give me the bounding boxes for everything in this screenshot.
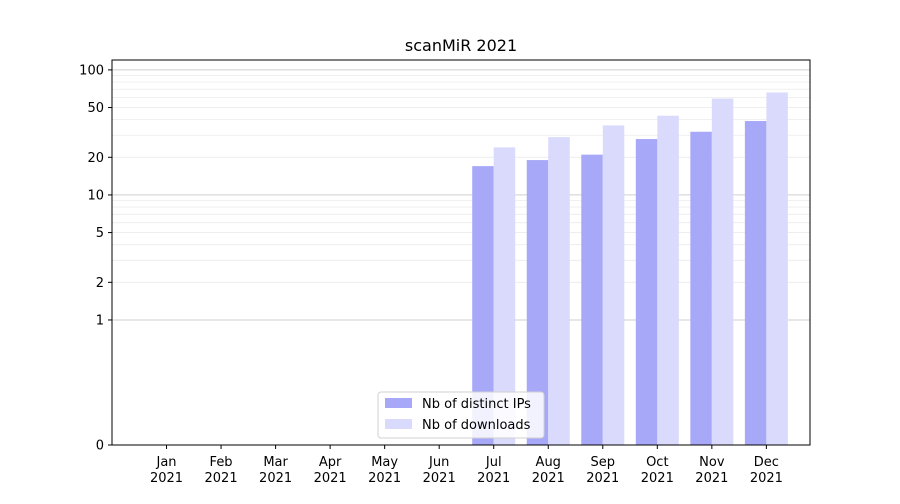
y-tick-label: 1 — [96, 313, 104, 328]
bar-distinct-ips — [526, 160, 549, 445]
y-tick-label: 10 — [87, 188, 104, 203]
bar-downloads — [766, 92, 788, 446]
bar-distinct-ips — [635, 139, 658, 445]
y-tick-label: 0 — [96, 439, 104, 454]
bar-downloads — [602, 125, 625, 445]
legend-label: Nb of distinct IPs — [422, 397, 531, 412]
bar-downloads — [657, 115, 679, 445]
x-tick-label: Jun 2021 — [423, 455, 456, 486]
axes: 0 1 2 5 10 20 50 100 Jan 2021 Feb 2021 Mar 2021 Apr 202… — [79, 59, 811, 486]
bar-distinct-ips — [472, 166, 494, 445]
y-tick-label: 5 — [96, 226, 104, 241]
legend-label: Nb of downloads — [422, 418, 531, 433]
legend-swatch — [385, 398, 412, 408]
bars — [472, 92, 788, 446]
chart-title: scanMiR 2021 — [405, 36, 517, 55]
y-tick-label: 100 — [79, 63, 104, 78]
x-tick-label: May 2021 — [368, 455, 401, 486]
plot-frame — [111, 59, 811, 446]
legend-swatch — [385, 419, 412, 429]
x-tick-label: Dec 2021 — [750, 455, 783, 486]
bar-distinct-ips — [581, 154, 603, 446]
bar-downloads — [548, 137, 570, 445]
x-tick-label: Aug 2021 — [532, 455, 565, 486]
x-tick-label: Sep 2021 — [586, 455, 619, 486]
y-tick-label: 2 — [96, 276, 104, 291]
x-tick-label: Jul 2021 — [477, 455, 510, 486]
x-tick-label: Feb 2021 — [205, 455, 238, 486]
bar-downloads — [711, 98, 734, 446]
bar-distinct-ips — [744, 121, 767, 446]
bar-distinct-ips — [690, 131, 712, 445]
x-tick-label: Apr 2021 — [314, 455, 347, 486]
x-tick-label: Jan 2021 — [150, 455, 183, 486]
x-tick-label: Oct 2021 — [641, 455, 674, 486]
legend: Nb of distinct IPs Nb of downloads — [377, 391, 545, 439]
bar-downloads — [493, 147, 516, 446]
y-tick-label: 50 — [87, 101, 104, 116]
y-tick-label: 20 — [87, 151, 104, 166]
x-tick-label: Mar 2021 — [259, 455, 292, 486]
x-tick-label: Nov 2021 — [695, 455, 728, 486]
legend-box — [377, 391, 545, 439]
